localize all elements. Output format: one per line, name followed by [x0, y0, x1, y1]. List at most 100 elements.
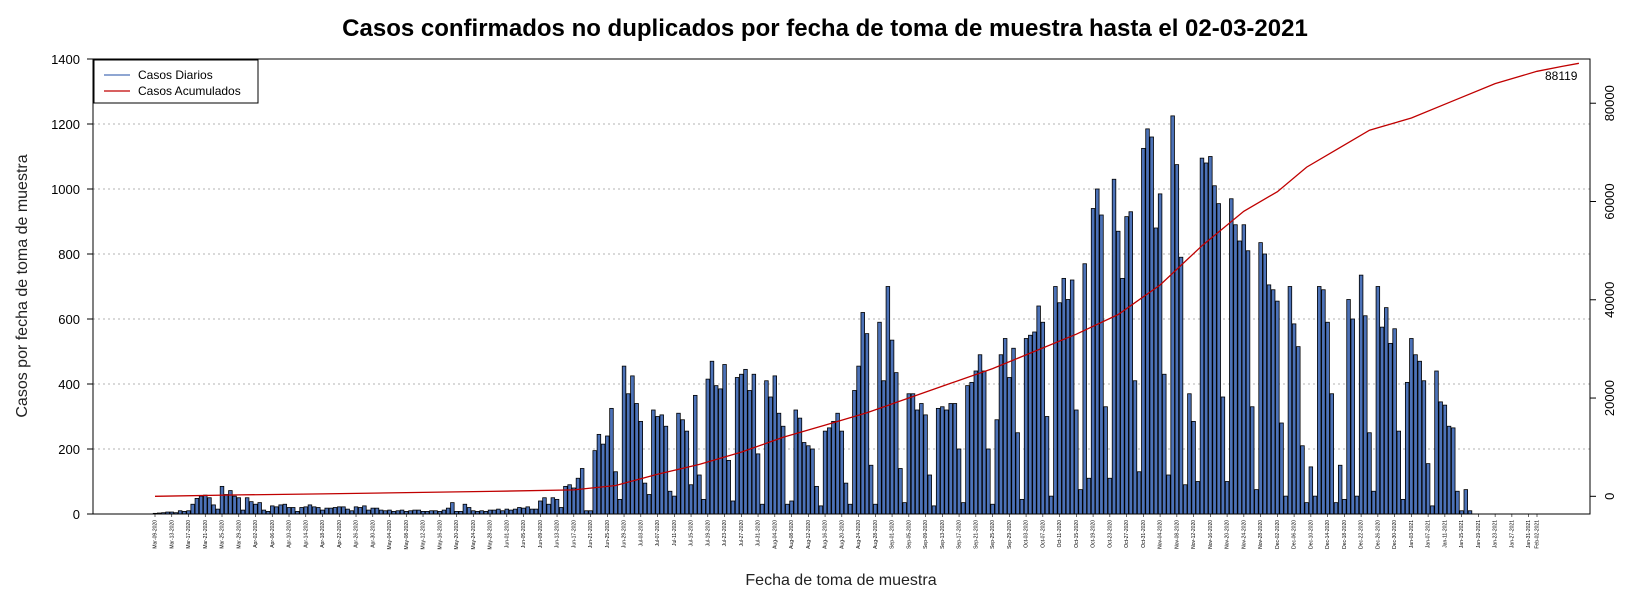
x-tick-label-8: Apr-10-2020 [287, 520, 293, 548]
y2-tick-label-4: 80000 [1602, 85, 1617, 121]
x-tick-label-54: Oct-11-2020 [1057, 520, 1063, 548]
bar-156 [806, 445, 811, 515]
x-tick-label-81: Jan-27-2021 [1509, 520, 1515, 548]
x-tick-label-51: Sep-29-2020 [1007, 520, 1013, 549]
bar-209 [1028, 334, 1033, 515]
bar-31 [282, 503, 288, 515]
bar-236 [1141, 147, 1146, 515]
bar-206 [1015, 432, 1020, 515]
bar-181 [910, 393, 916, 515]
bar-251 [1203, 162, 1209, 515]
bar-102 [579, 468, 585, 515]
x-tick-label-33: Jul-19-2020 [705, 520, 711, 547]
bar-142 [747, 390, 752, 515]
bar-191 [952, 403, 958, 515]
bar-311 [1455, 490, 1460, 515]
bar-159 [818, 505, 824, 515]
bar-220 [1074, 409, 1079, 515]
bar-295 [1388, 342, 1393, 515]
bar-185 [927, 474, 932, 515]
x-tick-label-30: Jul-07-2020 [655, 520, 661, 547]
bar-207 [1019, 498, 1025, 515]
y-tick-label-1: 200 [58, 442, 80, 457]
bar-265 [1262, 253, 1267, 515]
bar-107 [600, 443, 606, 515]
bar-272 [1291, 323, 1297, 515]
bar-293 [1379, 326, 1385, 515]
bar-45 [341, 506, 346, 515]
y-axis-label: Casos por fecha de toma de muestra [14, 154, 31, 417]
x-tick-label-73: Dec-26-2020 [1375, 520, 1381, 549]
x-tick-label-28: Jun-29-2020 [622, 520, 628, 548]
y-tick-label-5: 1000 [51, 182, 80, 197]
bar-70 [445, 507, 451, 515]
bar-147 [768, 396, 773, 515]
bar-86 [512, 508, 518, 515]
bar-201 [994, 419, 999, 515]
bar-151 [785, 503, 790, 515]
y-tick-label-4: 800 [58, 247, 80, 262]
x-tick-label-6: Apr-02-2020 [253, 520, 259, 548]
bar-166 [847, 503, 853, 515]
bar-262 [1250, 406, 1255, 515]
bar-192 [956, 448, 962, 515]
bar-16 [219, 485, 225, 515]
bar-224 [1090, 208, 1096, 515]
x-tick-label-1: Mar-13-2020 [169, 520, 175, 549]
bar-274 [1300, 445, 1305, 515]
bar-41 [324, 507, 329, 515]
bar-161 [827, 427, 832, 515]
x-tick-label-11: Apr-22-2020 [337, 520, 343, 548]
x-tick-label-56: Oct-19-2020 [1091, 520, 1097, 548]
bar-229 [1111, 178, 1117, 515]
bar-11 [198, 495, 204, 515]
bar-148 [772, 375, 778, 515]
bar-264 [1258, 242, 1263, 515]
x-tick-label-70: Dec-14-2020 [1325, 520, 1331, 549]
bar-53 [374, 507, 380, 515]
x-tick-label-15: May-08-2020 [404, 520, 410, 550]
bar-120 [655, 416, 660, 515]
bar-244 [1174, 164, 1180, 515]
bar-117 [642, 482, 648, 515]
bar-212 [1040, 321, 1046, 515]
legend-cumulative-label: Casos Acumulados [138, 84, 241, 98]
bar-297 [1396, 430, 1402, 515]
bar-303 [1421, 380, 1427, 515]
bar-217 [1061, 277, 1066, 515]
bar-200 [990, 503, 995, 515]
x-tick-label-19: May-24-2020 [471, 520, 477, 550]
x-axis: Mar-09-2020 Mar-13-2020 Mar-17-2020 Mar-21-… [153, 514, 1541, 549]
x-tick-label-44: Sep-01-2020 [890, 520, 896, 549]
bar-171 [868, 464, 874, 515]
bar-160 [822, 430, 828, 515]
bar-278 [1317, 286, 1322, 515]
bar-153 [793, 409, 798, 515]
x-tick-label-77: Jan-11-2021 [1442, 520, 1448, 548]
bar-123 [667, 490, 673, 515]
bar-228 [1107, 477, 1113, 515]
bar-234 [1132, 380, 1138, 515]
bar-23 [249, 501, 254, 515]
bar-176 [889, 339, 895, 515]
bar-144 [755, 453, 761, 515]
x-tick-label-14: May-04-2020 [387, 520, 393, 550]
x-tick-label-68: Dec-06-2020 [1292, 520, 1298, 549]
bar-50 [362, 505, 367, 515]
bar-111 [617, 498, 623, 515]
bar-294 [1384, 307, 1389, 515]
bar-299 [1404, 381, 1410, 515]
bar-136 [722, 364, 727, 515]
x-tick-label-26: Jun-21-2020 [588, 520, 594, 548]
x-tick-label-60: Nov-04-2020 [1158, 520, 1164, 549]
bar-203 [1002, 338, 1008, 515]
bar-12 [203, 494, 208, 515]
bar-91 [533, 508, 539, 515]
chart-title: Casos confirmados no duplicados por fech… [342, 15, 1308, 42]
bar-247 [1187, 393, 1192, 515]
bar-277 [1312, 495, 1318, 515]
bar-15 [215, 508, 221, 515]
bar-10 [194, 497, 200, 515]
bar-240 [1157, 193, 1163, 515]
bar-296 [1392, 328, 1397, 515]
